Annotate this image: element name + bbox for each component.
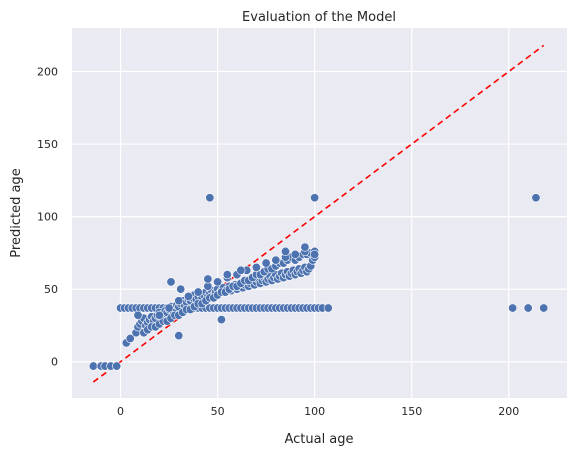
scatter-point <box>222 270 232 280</box>
grid-lines <box>72 28 567 398</box>
scatter-point <box>174 296 184 306</box>
scatter-point <box>236 265 246 275</box>
scatter-point <box>183 291 193 301</box>
scatter-point <box>216 315 226 325</box>
data-points <box>88 193 549 371</box>
x-tick-label: 0 <box>117 405 124 418</box>
x-tick-label: 50 <box>211 405 225 418</box>
scatter-point <box>323 303 333 313</box>
reference-line-group <box>92 44 545 383</box>
x-axis-label: Actual age <box>284 432 353 447</box>
chart-title: Evaluation of the Model <box>242 10 396 25</box>
scatter-point <box>213 277 223 287</box>
y-tick-label: 100 <box>37 211 58 224</box>
y-tick-label: 0 <box>51 356 58 369</box>
y-axis-label: Predicted age <box>9 168 24 257</box>
scatter-point <box>193 287 203 297</box>
scatter-point <box>174 331 184 341</box>
scatter-point <box>154 310 164 320</box>
scatter-point <box>310 193 320 203</box>
scatter-point <box>300 242 310 252</box>
scatter-point <box>281 246 291 256</box>
scatter-point <box>125 334 135 344</box>
x-tick-label: 100 <box>304 405 325 418</box>
scatter-point <box>539 303 549 313</box>
x-tick-label: 150 <box>401 405 422 418</box>
scatter-point <box>88 361 98 371</box>
scatter-point <box>261 258 271 268</box>
scatter-point <box>251 262 261 272</box>
y-tick-label: 50 <box>44 283 58 296</box>
scatter-point <box>271 255 281 265</box>
y-tick-label: 200 <box>37 66 58 79</box>
scatter-point <box>203 274 213 284</box>
x-tick-label: 200 <box>498 405 519 418</box>
scatter-point <box>133 310 143 320</box>
scatter-point <box>310 249 320 259</box>
scatter-point <box>164 303 174 313</box>
y-tick-label: 150 <box>37 138 58 151</box>
scatter-point <box>531 193 541 203</box>
scatter-point <box>523 303 533 313</box>
scatter-point <box>205 193 215 203</box>
scatter-point <box>290 249 300 259</box>
scatter-point <box>112 361 122 371</box>
scatter-point <box>508 303 518 313</box>
x-axis-ticks: 0 50 100 150 200 <box>117 405 519 418</box>
y-axis-ticks: 0 50 100 150 200 <box>37 66 58 369</box>
scatter-point <box>166 277 176 287</box>
reference-line <box>92 44 545 383</box>
scatter-point <box>176 284 186 294</box>
